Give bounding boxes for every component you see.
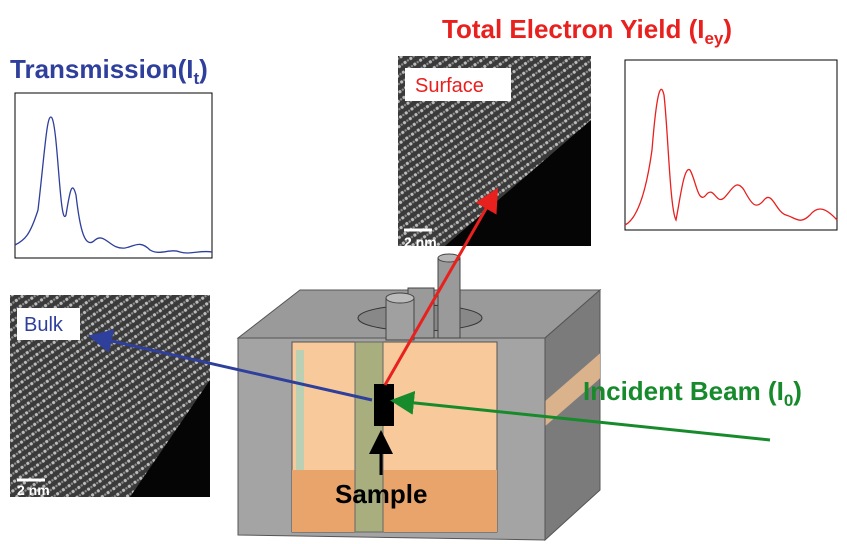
tey-plot bbox=[625, 60, 837, 230]
transmission-title: Transmission(It) bbox=[10, 54, 208, 88]
diagram: Transmission(It) Total Electron Yield (I… bbox=[0, 0, 847, 544]
bulk-image: Bulk 2 nm bbox=[10, 295, 210, 498]
incident-beam-label: Incident Beam (I0) bbox=[583, 376, 802, 410]
surface-image: Surface 2 nm bbox=[398, 56, 591, 250]
bulk-label: Bulk bbox=[24, 314, 64, 336]
bulk-scale-bar: 2 nm bbox=[17, 482, 50, 498]
surface-label: Surface bbox=[415, 75, 484, 97]
surface-scale-bar: 2 nm bbox=[404, 234, 437, 250]
sample-label: Sample bbox=[335, 479, 428, 509]
tey-title: Total Electron Yield (Iey) bbox=[442, 14, 732, 48]
transmission-plot bbox=[15, 93, 212, 258]
